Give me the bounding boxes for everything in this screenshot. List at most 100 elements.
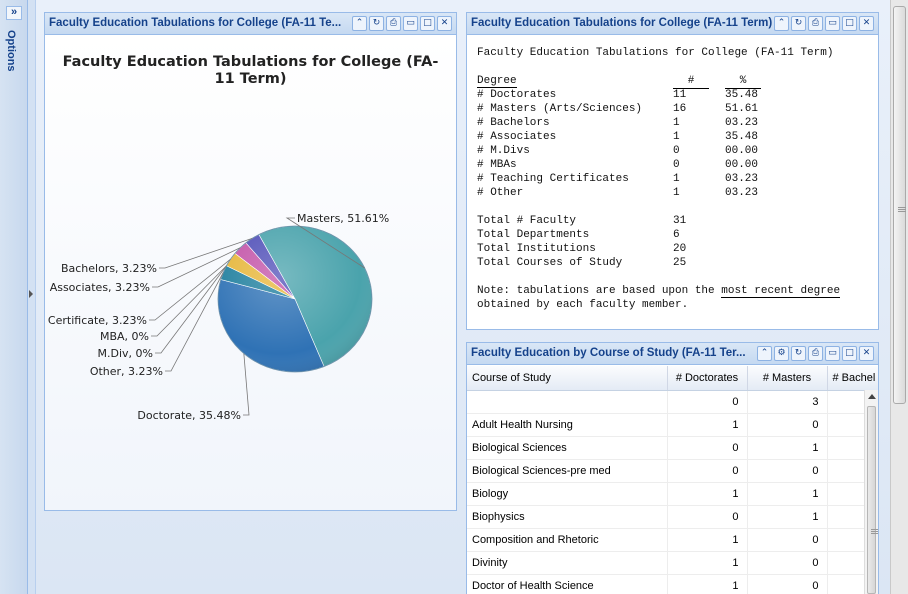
tabulation-panel-header: Faculty Education Tabulations for Colleg…	[467, 13, 878, 35]
note-line: Note: tabulations are based upon the mos…	[477, 284, 868, 298]
col-masters[interactable]: # Masters	[747, 366, 828, 391]
tabulation-panel: Faculty Education Tabulations for Colleg…	[466, 12, 879, 330]
total-row: Total Institutions 20	[477, 242, 868, 256]
masters-cell: 0	[747, 413, 828, 437]
pie-leader-line	[285, 217, 365, 269]
doctorates-cell: 0	[667, 505, 748, 529]
pie-slice-label: Bachelors, 3.23%	[61, 262, 157, 275]
degree-header: Degree	[477, 75, 517, 88]
course-cell: Biological Sciences-pre med	[467, 459, 668, 483]
pie-leader-line	[152, 247, 241, 288]
col-bachelors[interactable]: # Bachel	[827, 366, 878, 391]
masters-cell: 3	[747, 390, 828, 414]
course-cell: Biological Sciences	[467, 436, 668, 460]
table-row[interactable]: Biological Sciences-pre med 0 0	[467, 459, 878, 483]
masters-cell: 0	[747, 528, 828, 552]
pie-leader-line	[151, 265, 227, 337]
total-value: 6	[673, 229, 680, 241]
settings-icon[interactable]: ⚙	[774, 346, 789, 361]
collapse-icon[interactable]: ⌃	[352, 16, 367, 31]
col-doctorates[interactable]: # Doctorates	[667, 366, 748, 391]
print-icon[interactable]: ⎙	[386, 16, 401, 31]
expand-sidebar-icon[interactable]: »	[6, 6, 22, 20]
pie-slice-label: M.Div, 0%	[98, 347, 153, 360]
total-rows: Total # Faculty 31 Total Departments 6 Total…	[477, 214, 868, 270]
print-icon[interactable]: ⎙	[808, 346, 823, 361]
restore-icon[interactable]: ▭	[825, 346, 840, 361]
chart-body: Faculty Education Tabulations for Colleg…	[45, 36, 456, 510]
close-icon[interactable]: ✕	[859, 346, 874, 361]
page-scroll-thumb[interactable]	[893, 6, 906, 404]
restore-icon[interactable]: ▭	[403, 16, 418, 31]
course-cell: Doctor of Health Science	[467, 574, 668, 594]
course-panel-title: Faculty Education by Course of Study (FA…	[471, 347, 746, 359]
doctorates-cell: 1	[667, 413, 748, 437]
degree-label: # Associates	[477, 131, 557, 143]
refresh-icon[interactable]: ↻	[791, 346, 806, 361]
maximize-icon[interactable]: □	[420, 16, 435, 31]
doctorates-cell: 0	[667, 436, 748, 460]
print-icon[interactable]: ⎙	[808, 16, 823, 31]
pie-leader-line	[159, 237, 253, 269]
page-scrollbar[interactable]	[890, 0, 908, 594]
degree-count: 1	[673, 173, 680, 185]
degree-label: # Masters (Arts/Sciences)	[477, 103, 643, 115]
collapse-icon[interactable]: ⌃	[774, 16, 789, 31]
course-cell: Biophysics	[467, 505, 668, 529]
pie-leader-line	[243, 353, 250, 416]
degree-row: # MBAs 0 00.00	[477, 158, 868, 172]
restore-icon[interactable]: ▭	[825, 16, 840, 31]
scroll-up-icon[interactable]	[868, 394, 876, 399]
degree-row: # Teaching Certificates 1 03.23	[477, 172, 868, 186]
total-value: 25	[673, 257, 687, 269]
degree-row: # Other 1 03.23	[477, 186, 868, 200]
table-row[interactable]: Adult Health Nursing 1 0	[467, 413, 878, 437]
degree-count: 0	[673, 159, 680, 171]
grid-scroll-thumb[interactable]	[867, 406, 878, 594]
masters-cell: 1	[747, 436, 828, 460]
grid-body: 0 3 Adult Health Nursing 1 0 Biological Scien…	[467, 390, 878, 594]
close-icon[interactable]: ✕	[859, 16, 874, 31]
tabulation-heading: Faculty Education Tabulations for Colleg…	[477, 47, 834, 59]
splitter-arrow-icon[interactable]	[29, 290, 33, 298]
refresh-icon[interactable]: ↻	[791, 16, 806, 31]
sidebar-splitter[interactable]	[28, 0, 36, 594]
tabulation-panel-tools: ⌃ ↻ ⎙ ▭ □ ✕	[774, 16, 874, 31]
pie-chart: Masters, 51.61% Doctorate, 35.48% Other, 3…	[48, 212, 389, 422]
table-row[interactable]: Biology 1 1	[467, 482, 878, 506]
chart-panel: Faculty Education Tabulations for Colleg…	[44, 12, 457, 511]
doctorates-cell: 1	[667, 482, 748, 506]
pie-slice-label: Doctorate, 35.48%	[137, 409, 241, 422]
course-cell: Composition and Rhetoric	[467, 528, 668, 552]
table-row[interactable]: Biophysics 0 1	[467, 505, 878, 529]
options-label[interactable]: Options	[5, 30, 17, 72]
doctorates-cell: 1	[667, 551, 748, 575]
collapse-icon[interactable]: ⌃	[757, 346, 772, 361]
course-grid: Course of Study # Doctorates # Masters #…	[467, 366, 878, 594]
degree-label: # MBAs	[477, 159, 517, 171]
pie-slice-label: Other, 3.23%	[90, 365, 163, 378]
table-row[interactable]: Composition and Rhetoric 1 0	[467, 528, 878, 552]
maximize-icon[interactable]: □	[842, 346, 857, 361]
table-row[interactable]: Divinity 1 0	[467, 551, 878, 575]
total-value: 20	[673, 243, 687, 255]
table-row[interactable]: Biological Sciences 0 1	[467, 436, 878, 460]
close-icon[interactable]: ✕	[437, 16, 452, 31]
grid-scrollbar[interactable]	[864, 390, 878, 594]
col-course-of-study[interactable]: Course of Study	[467, 366, 668, 391]
chart-panel-tools: ⌃ ↻ ⎙ ▭ □ ✕	[352, 16, 452, 31]
degree-rows: # Doctorates 11 35.48 # Masters (Arts/Scien…	[477, 88, 868, 200]
total-row: Total # Faculty 31	[477, 214, 868, 228]
maximize-icon[interactable]: □	[842, 16, 857, 31]
refresh-icon[interactable]: ↻	[369, 16, 384, 31]
degree-percent: 03.23	[725, 173, 759, 185]
count-header: #	[673, 74, 709, 89]
degree-count: 11	[673, 89, 687, 101]
total-label: Total # Faculty	[477, 215, 577, 227]
course-cell: Divinity	[467, 551, 668, 575]
table-row[interactable]: Doctor of Health Science 1 0	[467, 574, 878, 594]
pie-leader-line	[165, 272, 224, 372]
degree-percent: 03.23	[725, 117, 759, 129]
pie-shading	[217, 225, 373, 373]
